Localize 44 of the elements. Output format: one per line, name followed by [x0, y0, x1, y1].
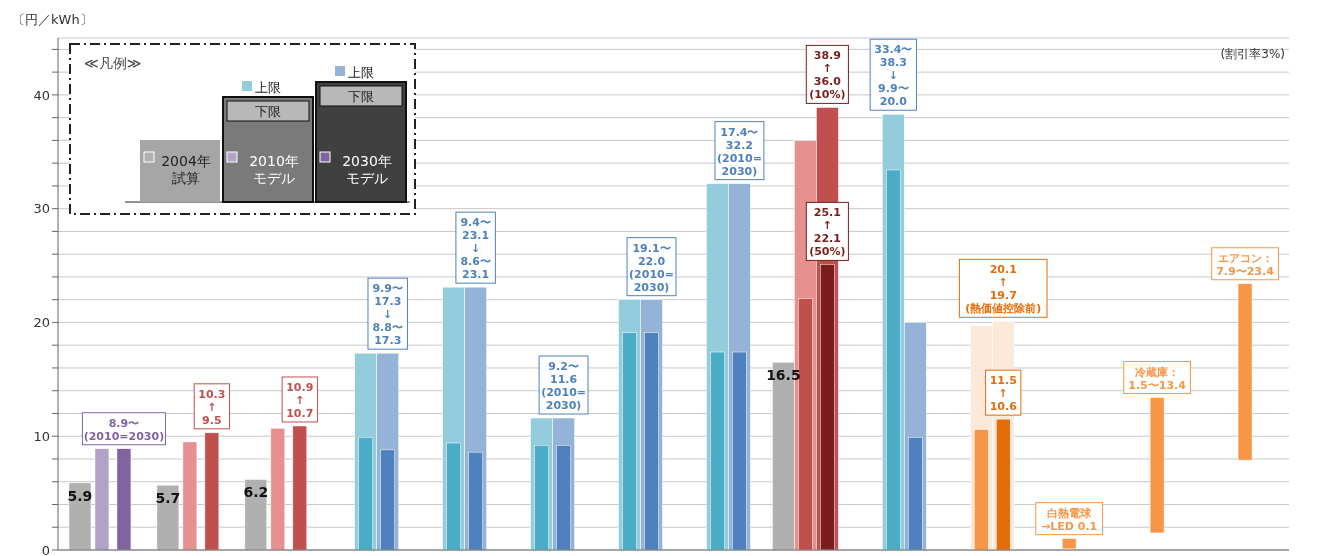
data-label: 17.4〜 32.2 (2010= 2030)	[717, 125, 762, 178]
data-label: 38.9 ↑ 36.0 (10%)	[809, 49, 846, 102]
annotation: 下限	[348, 89, 374, 104]
y-tick-label: 30	[33, 201, 50, 217]
bar	[116, 448, 132, 550]
data-label: 10.3 ↑ 9.5	[198, 387, 226, 427]
y-tick-label: 20	[33, 315, 50, 331]
data-label: 冷蔵庫： 1.5〜13.4	[1128, 365, 1187, 392]
legend-title: ≪凡例≫	[84, 55, 142, 71]
data-label: 9.4〜 23.1 ↓ 8.6〜 23.1	[460, 216, 491, 282]
bar	[68, 482, 92, 550]
data-label: 9.2〜 11.6 (2010= 2030)	[541, 360, 586, 413]
data-label: 25.1 ↑ 22.1 (50%)	[809, 206, 846, 259]
legend-label: 2030年モデル	[342, 153, 392, 186]
data-label: 6.2	[243, 484, 269, 501]
bar	[1061, 538, 1077, 550]
data-label: 5.7	[155, 490, 181, 507]
annotation: (割引率3%)	[1220, 47, 1285, 61]
data-label: 8.9〜 (2010=2030)	[83, 416, 165, 443]
data-label: エアコン： 7.9〜23.4	[1216, 251, 1275, 278]
bar	[94, 448, 110, 550]
y-tick-label: 40	[33, 87, 50, 103]
bar	[1149, 397, 1165, 534]
y-tick-label: 10	[33, 428, 50, 444]
data-label: 9.9〜 17.3 ↓ 8.8〜 17.3	[372, 282, 403, 348]
bar	[270, 428, 286, 550]
y-tick-label: 0	[41, 542, 50, 556]
data-label: 20.1 ↑ 19.7 (熱価値控除前)	[965, 263, 1042, 316]
data-label: 11.5 ↑ 10.6	[989, 374, 1018, 414]
data-label: 33.4〜 38.3 ↓ 9.9〜 20.0	[874, 43, 913, 109]
bar	[244, 479, 268, 550]
data-label: 19.1〜 22.0 (2010= 2030)	[629, 241, 674, 294]
bar	[156, 484, 180, 550]
data-label: 10.9 ↑ 10.7	[286, 380, 314, 420]
data-label: 白熱電球 →LED 0.1	[1041, 506, 1098, 533]
legend-label: 2010年モデル	[249, 153, 299, 186]
bar	[182, 441, 198, 550]
bar	[1237, 283, 1253, 461]
y-axis-title: 〔円／kWh〕	[12, 12, 93, 27]
legend-label: 上限	[255, 80, 281, 95]
data-label: 5.9	[67, 487, 93, 504]
legend-label: 2004年試算	[161, 153, 211, 186]
annotation: 下限	[255, 104, 281, 119]
legend-label: 上限	[348, 65, 374, 80]
